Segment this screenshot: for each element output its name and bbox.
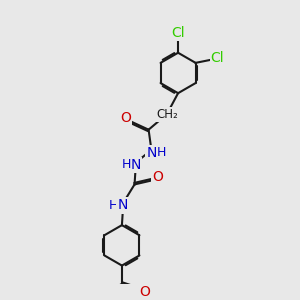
- Text: N: N: [118, 199, 128, 212]
- Text: Cl: Cl: [171, 26, 185, 40]
- Text: O: O: [152, 170, 163, 184]
- Text: O: O: [120, 111, 131, 125]
- Text: H: H: [157, 146, 166, 159]
- Text: N: N: [146, 146, 157, 160]
- Text: H: H: [109, 199, 118, 212]
- Text: H: H: [122, 158, 131, 171]
- Text: N: N: [131, 158, 141, 172]
- Text: O: O: [139, 285, 150, 299]
- Text: Cl: Cl: [211, 51, 224, 65]
- Text: CH₂: CH₂: [156, 108, 178, 121]
